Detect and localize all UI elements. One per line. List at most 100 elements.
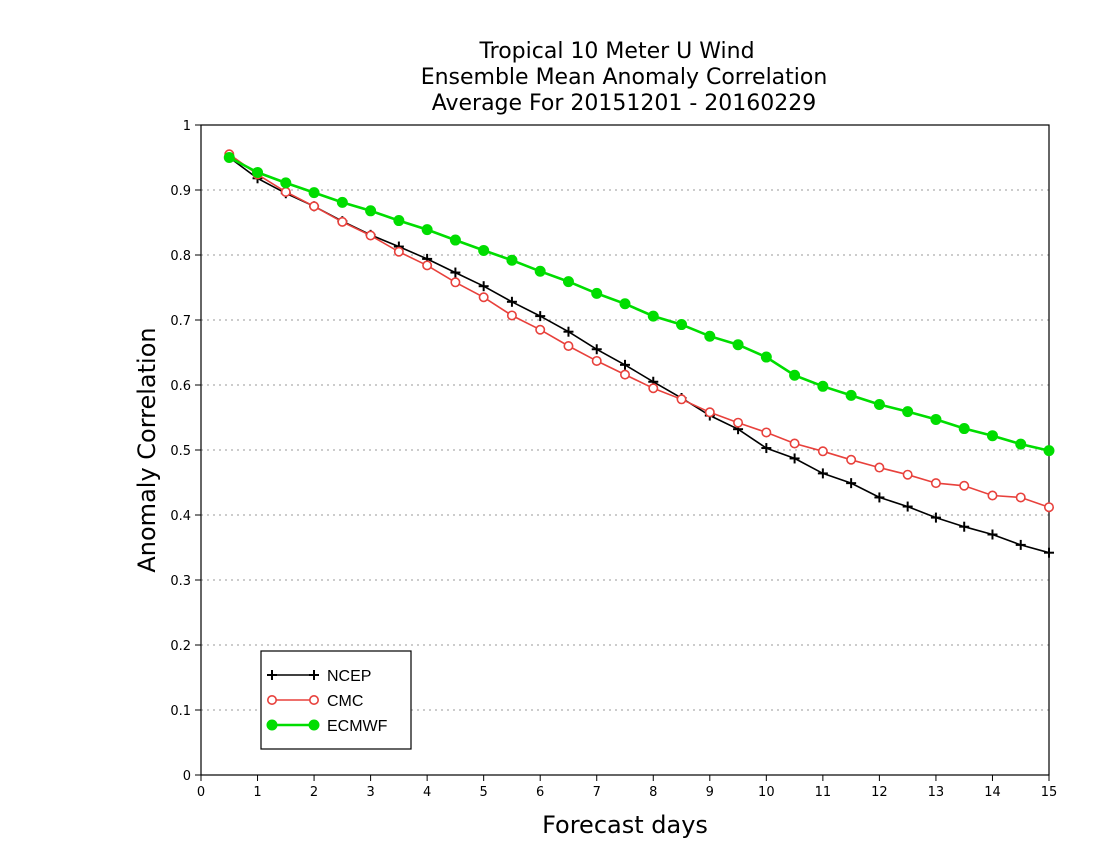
- data-point-plus: [959, 521, 970, 532]
- data-point-open-circle: [563, 340, 574, 351]
- x-tick-label: 10: [758, 785, 775, 800]
- data-point-open-circle: [309, 201, 320, 212]
- data-point-open-circle: [959, 480, 970, 491]
- data-point-open-circle: [761, 427, 772, 438]
- x-tick-label: 15: [1041, 785, 1058, 800]
- series-ecmwf: [223, 152, 1055, 457]
- data-point-plus: [267, 670, 277, 680]
- legend: NCEP CMC ECMWF: [260, 650, 412, 750]
- x-tick-label: 0: [197, 785, 205, 800]
- series-ncep: [224, 152, 1054, 558]
- x-axis-ticks: 0 1 2 3 4 5 6 7 8 9 10 11 12 13 14 15: [197, 775, 1057, 800]
- data-point-filled-circle: [760, 351, 772, 363]
- chart-title-line-1: Tropical 10 Meter U Wind: [478, 39, 754, 64]
- data-point-filled-circle: [1043, 445, 1055, 457]
- data-point-filled-circle: [732, 339, 744, 351]
- data-point-plus: [761, 443, 772, 454]
- data-point-filled-circle: [280, 177, 292, 189]
- data-point-filled-circle: [478, 244, 490, 256]
- data-point-open-circle: [1015, 492, 1026, 503]
- legend-item-cmc: CMC: [266, 693, 363, 710]
- data-point-filled-circle: [252, 166, 264, 178]
- x-tick-label: 2: [310, 785, 318, 800]
- data-point-open-circle: [676, 394, 687, 405]
- data-point-open-circle: [648, 383, 659, 394]
- data-point-filled-circle: [308, 719, 320, 731]
- data-point-plus: [817, 468, 828, 479]
- data-point-filled-circle: [365, 205, 377, 217]
- data-point-open-circle: [817, 446, 828, 457]
- data-point-plus: [874, 492, 885, 503]
- data-point-filled-circle: [223, 152, 235, 163]
- data-point-plus: [846, 478, 857, 489]
- data-point-plus: [506, 296, 517, 307]
- x-tick-label: 14: [984, 785, 1001, 800]
- data-point-plus: [987, 529, 998, 540]
- data-point-filled-circle: [873, 399, 885, 410]
- data-point-filled-circle: [958, 423, 970, 435]
- y-tick-label: 0.9: [170, 184, 191, 199]
- data-point-filled-circle: [789, 369, 801, 381]
- y-tick-label: 0.1: [170, 704, 191, 719]
- data-point-plus: [1015, 539, 1026, 550]
- data-point-open-circle: [591, 355, 602, 366]
- x-tick-label: 13: [928, 785, 945, 800]
- data-point-open-circle: [789, 438, 800, 449]
- chart-title: Tropical 10 Meter U Wind Ensemble Mean A…: [421, 39, 828, 116]
- data-point-filled-circle: [647, 310, 659, 322]
- gridlines: [201, 189, 1049, 711]
- x-tick-label: 3: [366, 785, 374, 800]
- legend-label: ECMWF: [327, 718, 388, 735]
- data-point-open-circle: [365, 230, 376, 241]
- data-point-filled-circle: [1015, 438, 1027, 450]
- data-point-plus: [450, 267, 461, 278]
- data-point-filled-circle: [393, 215, 405, 227]
- x-tick-label: 5: [480, 785, 488, 800]
- y-axis-ticks: 0 0.1 0.2 0.3 0.4 0.5 0.6 0.7 0.8 0.9 1: [170, 119, 201, 784]
- x-tick-label: 6: [536, 785, 544, 800]
- data-point-filled-circle: [676, 319, 688, 331]
- legend-item-ecmwf: ECMWF: [266, 718, 388, 735]
- data-point-filled-circle: [845, 389, 857, 401]
- series-line: [228, 153, 1050, 508]
- series-line: [228, 156, 1050, 554]
- x-tick-label: 7: [593, 785, 601, 800]
- data-point-filled-circle: [704, 330, 716, 342]
- data-point-plus: [902, 501, 913, 512]
- data-point-open-circle: [902, 469, 913, 480]
- data-point-open-circle: [1044, 502, 1055, 513]
- data-point-open-circle: [535, 324, 546, 335]
- data-point-plus: [535, 311, 546, 322]
- data-point-filled-circle: [449, 234, 461, 246]
- y-tick-label: 0.6: [170, 379, 191, 394]
- data-point-open-circle: [733, 417, 744, 428]
- chart-title-line-3: Average For 20151201 - 20160229: [432, 91, 817, 116]
- data-point-open-circle: [337, 216, 348, 227]
- data-point-filled-circle: [562, 276, 574, 288]
- data-point-open-circle: [308, 694, 319, 705]
- data-point-plus: [563, 326, 574, 337]
- series-cmc: [224, 149, 1055, 513]
- y-tick-label: 0.5: [170, 444, 191, 459]
- data-point-plus: [309, 670, 319, 680]
- data-point-plus: [789, 453, 800, 464]
- data-point-filled-circle: [534, 265, 546, 277]
- legend-label: NCEP: [327, 668, 371, 685]
- data-point-filled-circle: [336, 196, 348, 208]
- x-tick-label: 11: [815, 785, 832, 800]
- data-point-filled-circle: [421, 224, 433, 236]
- y-tick-label: 0.2: [170, 639, 191, 654]
- data-point-open-circle: [846, 454, 857, 465]
- data-point-open-circle: [478, 292, 489, 303]
- data-point-filled-circle: [902, 406, 914, 418]
- x-tick-label: 8: [649, 785, 657, 800]
- data-point-open-circle: [393, 246, 404, 257]
- x-tick-label: 9: [706, 785, 714, 800]
- chart-title-line-2: Ensemble Mean Anomaly Correlation: [421, 65, 828, 90]
- data-point-plus: [591, 344, 602, 355]
- y-tick-label: 1: [183, 119, 191, 134]
- data-point-filled-circle: [986, 430, 998, 442]
- data-point-plus: [620, 359, 630, 370]
- y-tick-label: 0.8: [170, 249, 191, 264]
